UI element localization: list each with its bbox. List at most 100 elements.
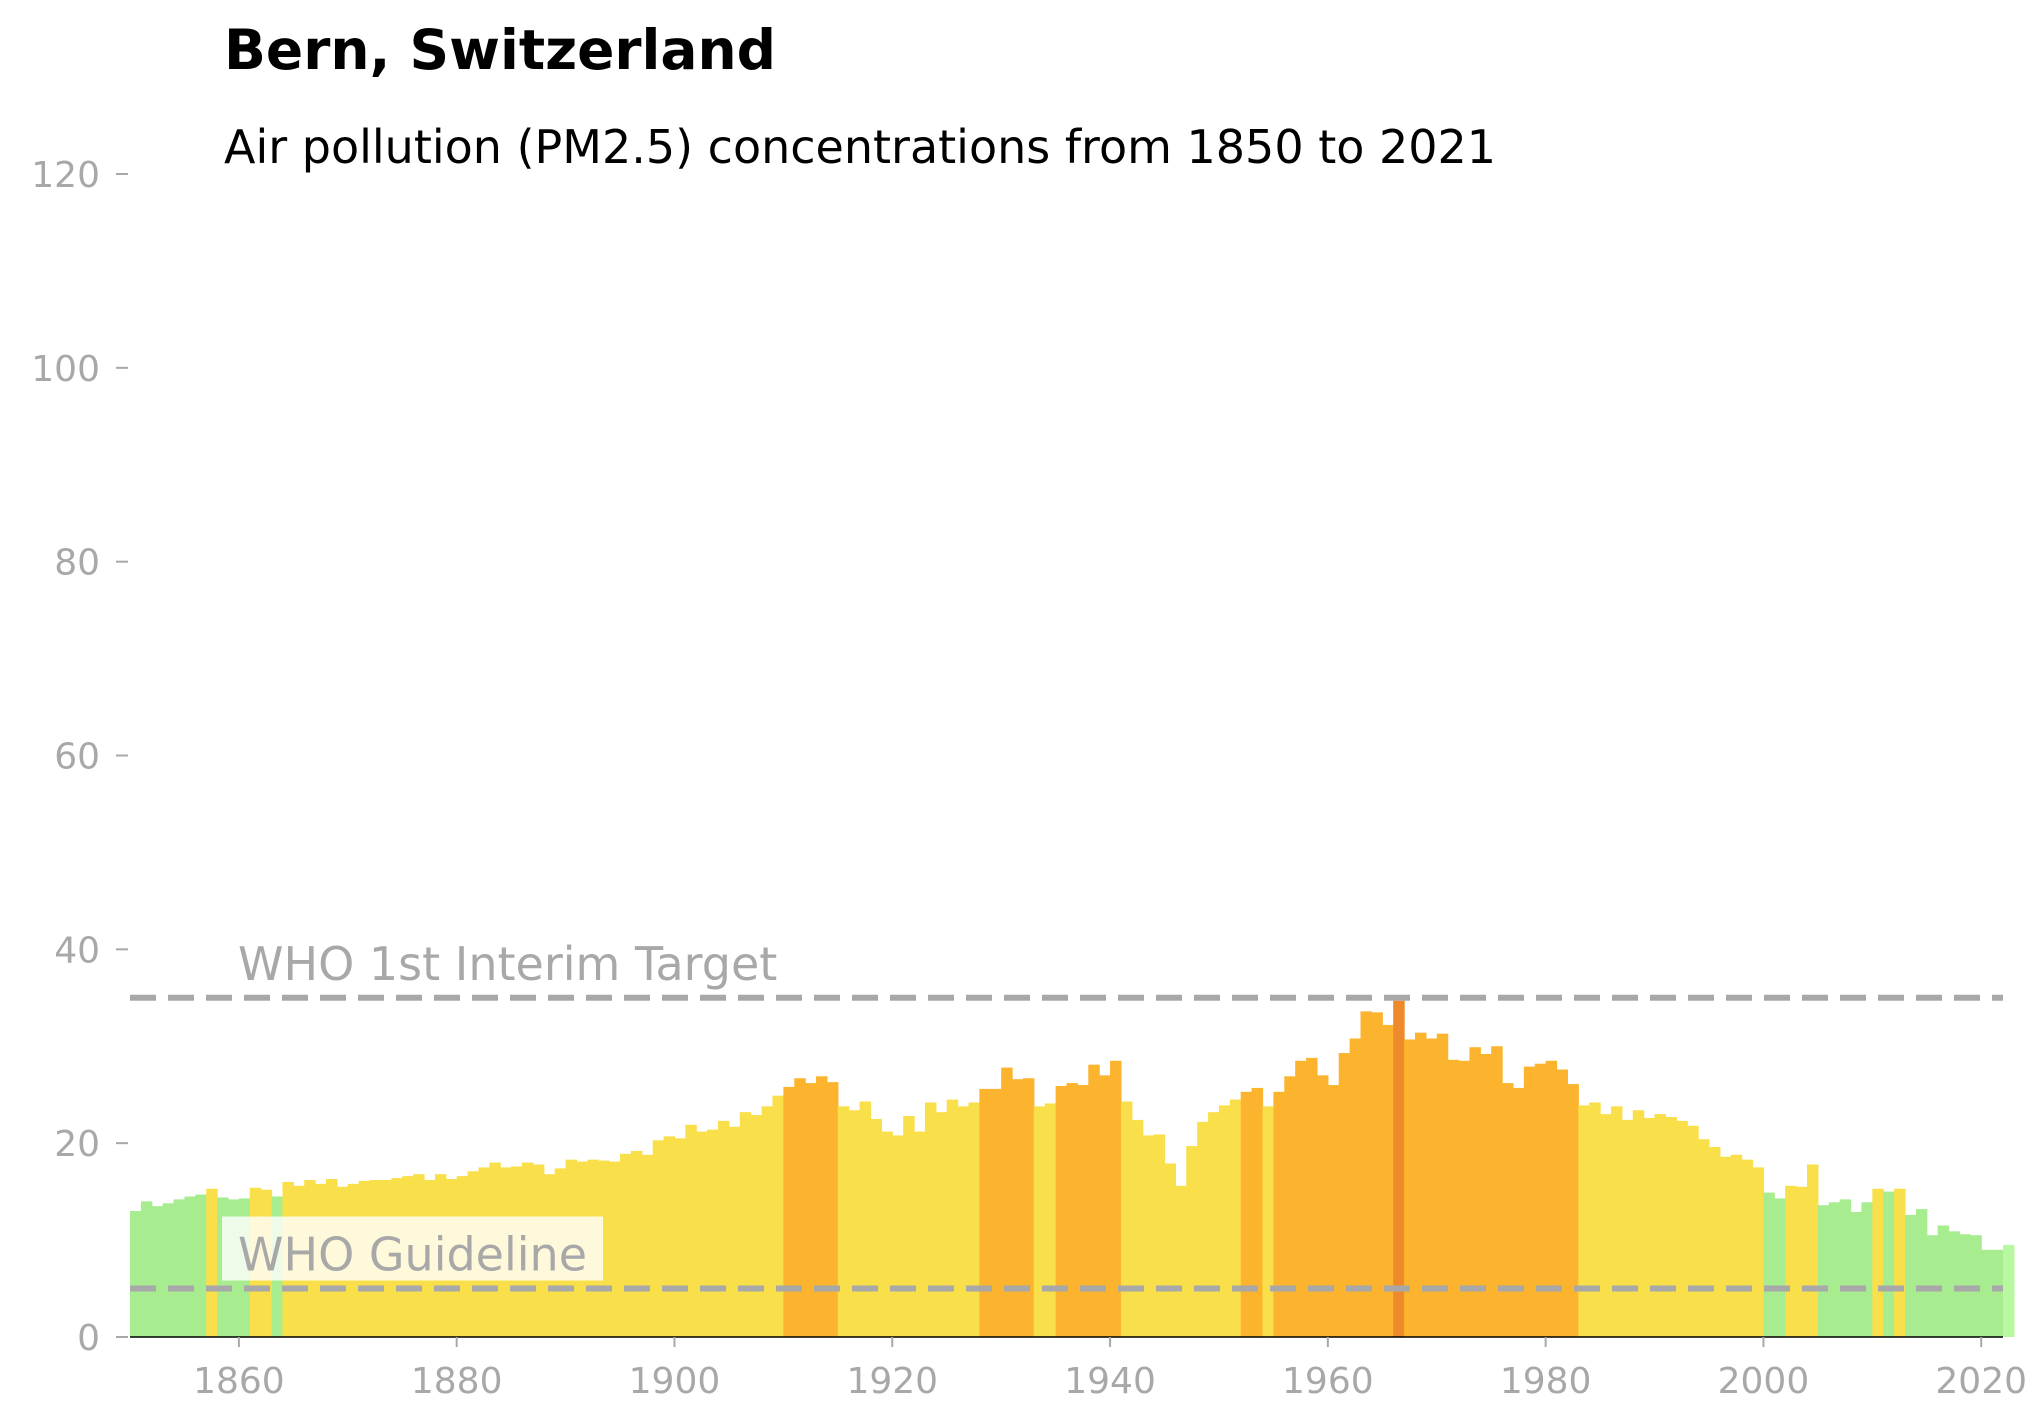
bar-2001	[1774, 1198, 1786, 1337]
bar-1922	[914, 1131, 926, 1337]
bar-1955	[1273, 1091, 1285, 1337]
bar-2007	[1839, 1199, 1852, 1337]
bar-1902	[696, 1131, 708, 1337]
bar-1893	[598, 1160, 610, 1337]
bar-1897	[641, 1154, 654, 1337]
bar-1952	[1240, 1091, 1253, 1337]
bar-2022	[2003, 1244, 2015, 1337]
bar-2021	[1992, 1249, 2004, 1337]
bar-2011	[1883, 1191, 1895, 1338]
bar-1951	[1229, 1099, 1242, 1337]
x-tick-label-1920: 1920	[846, 1361, 938, 1402]
bar-1947	[1186, 1146, 1198, 1337]
bar-1978	[1523, 1066, 1536, 1337]
bar-1927	[968, 1102, 980, 1337]
bar-1856	[195, 1194, 207, 1337]
bar-1984	[1589, 1102, 1601, 1337]
bar-1981	[1556, 1069, 1569, 1337]
bar-1905	[728, 1126, 741, 1337]
bar-2003	[1796, 1186, 1808, 1337]
bar-1959	[1316, 1075, 1329, 1337]
bar-1928	[979, 1088, 991, 1337]
bar-1945	[1164, 1163, 1176, 1337]
bar-1931	[1012, 1079, 1024, 1337]
bar-1970	[1436, 1033, 1449, 1337]
bar-1924	[935, 1112, 948, 1337]
bar-2010	[1872, 1188, 1884, 1337]
bar-1946	[1175, 1185, 1187, 1337]
bar-1987	[1621, 1119, 1634, 1337]
x-tick-label-2020: 2020	[1935, 1361, 2027, 1402]
y-tick-label-40: 40	[54, 930, 100, 971]
bar-2005	[1817, 1205, 1830, 1337]
bar-1901	[685, 1124, 697, 1337]
chart-subtitle: Air pollution (PM2.5) concentrations fro…	[224, 120, 1497, 174]
bar-1964	[1371, 1012, 1383, 1337]
x-tick-label-1960: 1960	[1282, 1361, 1374, 1402]
bar-1998	[1741, 1159, 1754, 1337]
x-tick-label-1880: 1880	[411, 1361, 503, 1402]
bar-1918	[870, 1118, 882, 1337]
bar-1968	[1414, 1032, 1427, 1337]
x-tick-label-1940: 1940	[1064, 1361, 1156, 1402]
bar-1949	[1208, 1112, 1220, 1337]
bar-1921	[903, 1116, 915, 1337]
bar-1934	[1044, 1103, 1057, 1337]
bar-1992	[1676, 1120, 1688, 1337]
bar-1977	[1512, 1087, 1525, 1337]
bar-1896	[630, 1150, 643, 1337]
bar-1903	[707, 1129, 719, 1337]
bar-1971	[1447, 1059, 1460, 1337]
bar-1954	[1262, 1106, 1274, 1337]
bar-1967	[1404, 1039, 1416, 1337]
bar-1989	[1643, 1117, 1656, 1337]
bar-1937	[1077, 1085, 1089, 1337]
reference-label-0: WHO 1st Interim Target	[238, 937, 777, 991]
chart-title: Bern, Switzerland	[224, 18, 777, 82]
bar-2014	[1915, 1209, 1928, 1337]
y-tick-label-20: 20	[54, 1124, 100, 1165]
bar-1855	[184, 1196, 196, 1337]
bar-1990	[1654, 1114, 1667, 1337]
reference-lines: WHO 1st Interim Target WHO Guideline	[130, 923, 2003, 1292]
bar-1941	[1120, 1101, 1133, 1337]
bar-1969	[1425, 1038, 1438, 1337]
bar-2016	[1937, 1225, 1950, 1337]
bar-1909	[772, 1095, 784, 1337]
bar-1908	[761, 1106, 774, 1337]
bar-2006	[1828, 1202, 1841, 1337]
x-tick-label-2000: 2000	[1718, 1361, 1810, 1402]
bar-1973	[1469, 1047, 1481, 1337]
bar-1851	[140, 1201, 153, 1337]
bar-1894	[609, 1161, 621, 1337]
bar-1991	[1665, 1117, 1677, 1337]
bar-1915	[837, 1106, 850, 1337]
bar-1912	[805, 1083, 817, 1337]
y-tick-label-0: 0	[77, 1318, 100, 1359]
bar-1985	[1600, 1114, 1612, 1337]
bar-1913	[816, 1076, 828, 1337]
reference-label-bg-1	[222, 1216, 603, 1281]
bar-1925	[946, 1099, 959, 1337]
bar-1932	[1022, 1078, 1035, 1337]
bar-1956	[1284, 1076, 1296, 1337]
bar-1899	[663, 1136, 676, 1337]
bar-2008	[1850, 1211, 1863, 1337]
bar-2013	[1904, 1214, 1917, 1337]
bar-1950	[1218, 1105, 1231, 1337]
bar-1962	[1349, 1038, 1362, 1337]
bar-1910	[783, 1086, 795, 1337]
bar-1966	[1393, 1000, 1405, 1337]
bar-2012	[1894, 1188, 1906, 1337]
bar-1898	[652, 1140, 665, 1337]
bar-1999	[1752, 1167, 1765, 1337]
bar-1943	[1142, 1135, 1155, 1337]
bar-1958	[1306, 1057, 1318, 1337]
bar-1979	[1534, 1063, 1547, 1337]
bar-1942	[1131, 1119, 1144, 1337]
bar-1983	[1578, 1105, 1590, 1337]
x-tick-label-1860: 1860	[193, 1361, 285, 1402]
bar-1906	[739, 1112, 752, 1337]
bar-1988	[1632, 1110, 1645, 1337]
bar-1995	[1708, 1147, 1721, 1337]
